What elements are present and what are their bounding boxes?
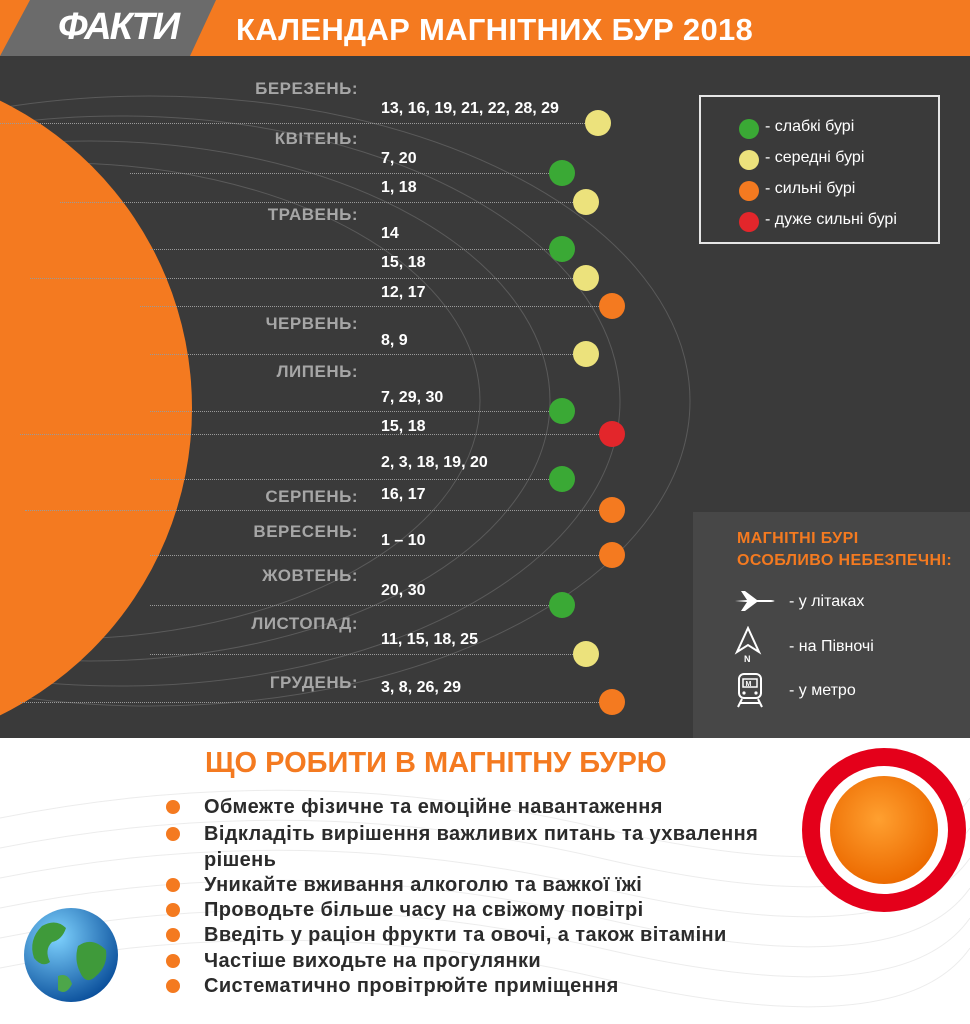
north-compass-icon: N	[734, 626, 762, 664]
storm-days: 8, 9	[381, 332, 408, 349]
dotted-line	[60, 202, 573, 203]
month-label: СЕРПЕНЬ:	[265, 487, 358, 506]
metro-train-icon: M	[737, 673, 763, 708]
header-bar: ФАКТИ КАЛЕНДАР МАГНІТНИХ БУР 2018	[0, 0, 970, 56]
month-label: ЧЕРВЕНЬ:	[265, 314, 358, 333]
storm-level-dot-medium	[585, 110, 611, 136]
storm-days: 1, 18	[381, 179, 417, 196]
sun-circle	[0, 100, 192, 716]
month-label: ВЕРЕСЕНЬ:	[253, 522, 358, 541]
globe-icon	[24, 908, 118, 1002]
storm-level-dot-weak	[549, 592, 575, 618]
page-title: КАЛЕНДАР МАГНІТНИХ БУР 2018	[236, 12, 754, 47]
storm-days: 3, 8, 26, 29	[381, 679, 462, 696]
month-label: КВІТЕНЬ:	[274, 129, 358, 148]
month-label: БЕРЕЗЕНЬ:	[255, 79, 358, 98]
svg-text:M: M	[746, 681, 752, 688]
storm-days: 13, 16, 19, 21, 22, 28, 29	[381, 100, 559, 117]
month-label: ЛИСТОПАД:	[251, 614, 358, 633]
tip-item: Введіть у раціон фрукти та овочі, а тако…	[204, 924, 727, 946]
storm-level-dot-medium	[573, 341, 599, 367]
tip-item: Відкладіть вирішення важливих питань та …	[204, 823, 759, 871]
storm-days: 20, 30	[381, 582, 426, 599]
storm-days: 14	[381, 225, 399, 242]
calendar-section: - слабкі бурі - середні бурі - сильні бу…	[0, 56, 970, 738]
bullet-dot	[166, 954, 180, 968]
storm-level-dot-medium	[573, 265, 599, 291]
legend-dot-strong	[739, 181, 759, 201]
storm-level-dot-strong	[599, 542, 625, 568]
dotted-line	[150, 411, 549, 412]
danger-item-label: - у метро	[789, 682, 856, 699]
legend-label-very-strong: - дуже сильні бурі	[765, 211, 897, 228]
logo: ФАКТИ	[58, 6, 180, 48]
legend-label-weak: - слабкі бурі	[765, 118, 855, 135]
storm-level-dot-medium	[573, 641, 599, 667]
legend-dot-medium	[739, 150, 759, 170]
storm-level-dot-medium	[573, 189, 599, 215]
dotted-line	[20, 702, 599, 703]
dotted-line	[140, 306, 599, 307]
month-label: ТРАВЕНЬ:	[267, 205, 358, 224]
storm-days: 7, 20	[381, 150, 417, 167]
tip-item: Частіше виходьте на прогулянки	[204, 950, 542, 972]
storm-level-dot-strong	[599, 497, 625, 523]
legend-label-medium: - середні бурі	[765, 149, 865, 166]
danger-item-label: - на Півночі	[789, 638, 874, 655]
dotted-line	[150, 555, 599, 556]
stop-sign-icon	[802, 748, 966, 912]
legend-dot-very-strong	[739, 212, 759, 232]
dotted-line	[150, 654, 573, 655]
tip-item: Проводьте більше часу на свіжому повітрі	[204, 899, 644, 921]
tip-item: Систематично провітрюйте приміщення	[204, 975, 619, 997]
svg-text:N: N	[744, 654, 751, 664]
storm-days: 7, 29, 30	[381, 389, 444, 406]
bullet-dot	[166, 928, 180, 942]
logo-background	[0, 0, 216, 56]
dotted-line	[25, 510, 599, 511]
dotted-line	[150, 605, 549, 606]
storm-level-dot-weak	[549, 466, 575, 492]
storm-level-dot-strong	[599, 293, 625, 319]
storm-days: 11, 15, 18, 25	[381, 631, 478, 648]
storm-days: 12, 17	[381, 284, 426, 301]
bullet-dot	[166, 979, 180, 993]
month-label: ЛИПЕНЬ:	[276, 362, 358, 381]
storm-days: 15, 18	[381, 418, 426, 435]
legend-label-strong: - сильні бурі	[765, 180, 856, 197]
storm-days: 1 – 10	[381, 532, 426, 549]
storm-level-dot-very-strong	[599, 421, 625, 447]
storm-level-dot-strong	[599, 689, 625, 715]
dotted-line	[20, 434, 599, 435]
dotted-line	[0, 123, 585, 124]
dotted-line	[150, 354, 573, 355]
bullet-dot	[166, 827, 180, 841]
month-label: ГРУДЕНЬ:	[269, 673, 358, 692]
sun-orbits-graphic	[0, 95, 691, 716]
legend: - слабкі бурі - середні бурі - сильні бу…	[699, 95, 940, 244]
tip-item: Обмежте фізичне та емоційне навантаження	[204, 796, 663, 818]
storm-days: 2, 3, 18, 19, 20	[381, 454, 488, 471]
danger-title-line1: МАГНІТНІ БУРІ	[737, 530, 859, 547]
storm-level-dot-weak	[549, 160, 575, 186]
dotted-line	[30, 278, 573, 279]
dotted-line	[150, 479, 549, 480]
storm-days: 16, 17	[381, 486, 426, 503]
danger-box: МАГНІТНІ БУРІ ОСОБЛИВО НЕБЕЗПЕЧНІ: - у л…	[693, 512, 970, 738]
bullet-dot	[166, 878, 180, 892]
tip-item: Уникайте вживання алкоголю та важкої їжі	[204, 874, 643, 896]
storm-days: 15, 18	[381, 254, 426, 271]
legend-dot-weak	[739, 119, 759, 139]
danger-item-label: - у літаках	[789, 593, 865, 610]
tips-title: ЩО РОБИТИ В МАГНІТНУ БУРЮ	[205, 747, 667, 779]
month-label: ЖОВТЕНЬ:	[262, 566, 358, 585]
dotted-line	[150, 249, 549, 250]
bullet-dot	[166, 800, 180, 814]
dotted-line	[130, 173, 549, 174]
bullet-dot	[166, 903, 180, 917]
airplane-icon	[735, 591, 775, 611]
storm-level-dot-weak	[549, 236, 575, 262]
storm-level-dot-weak	[549, 398, 575, 424]
danger-title-line2: ОСОБЛИВО НЕБЕЗПЕЧНІ:	[737, 552, 953, 569]
